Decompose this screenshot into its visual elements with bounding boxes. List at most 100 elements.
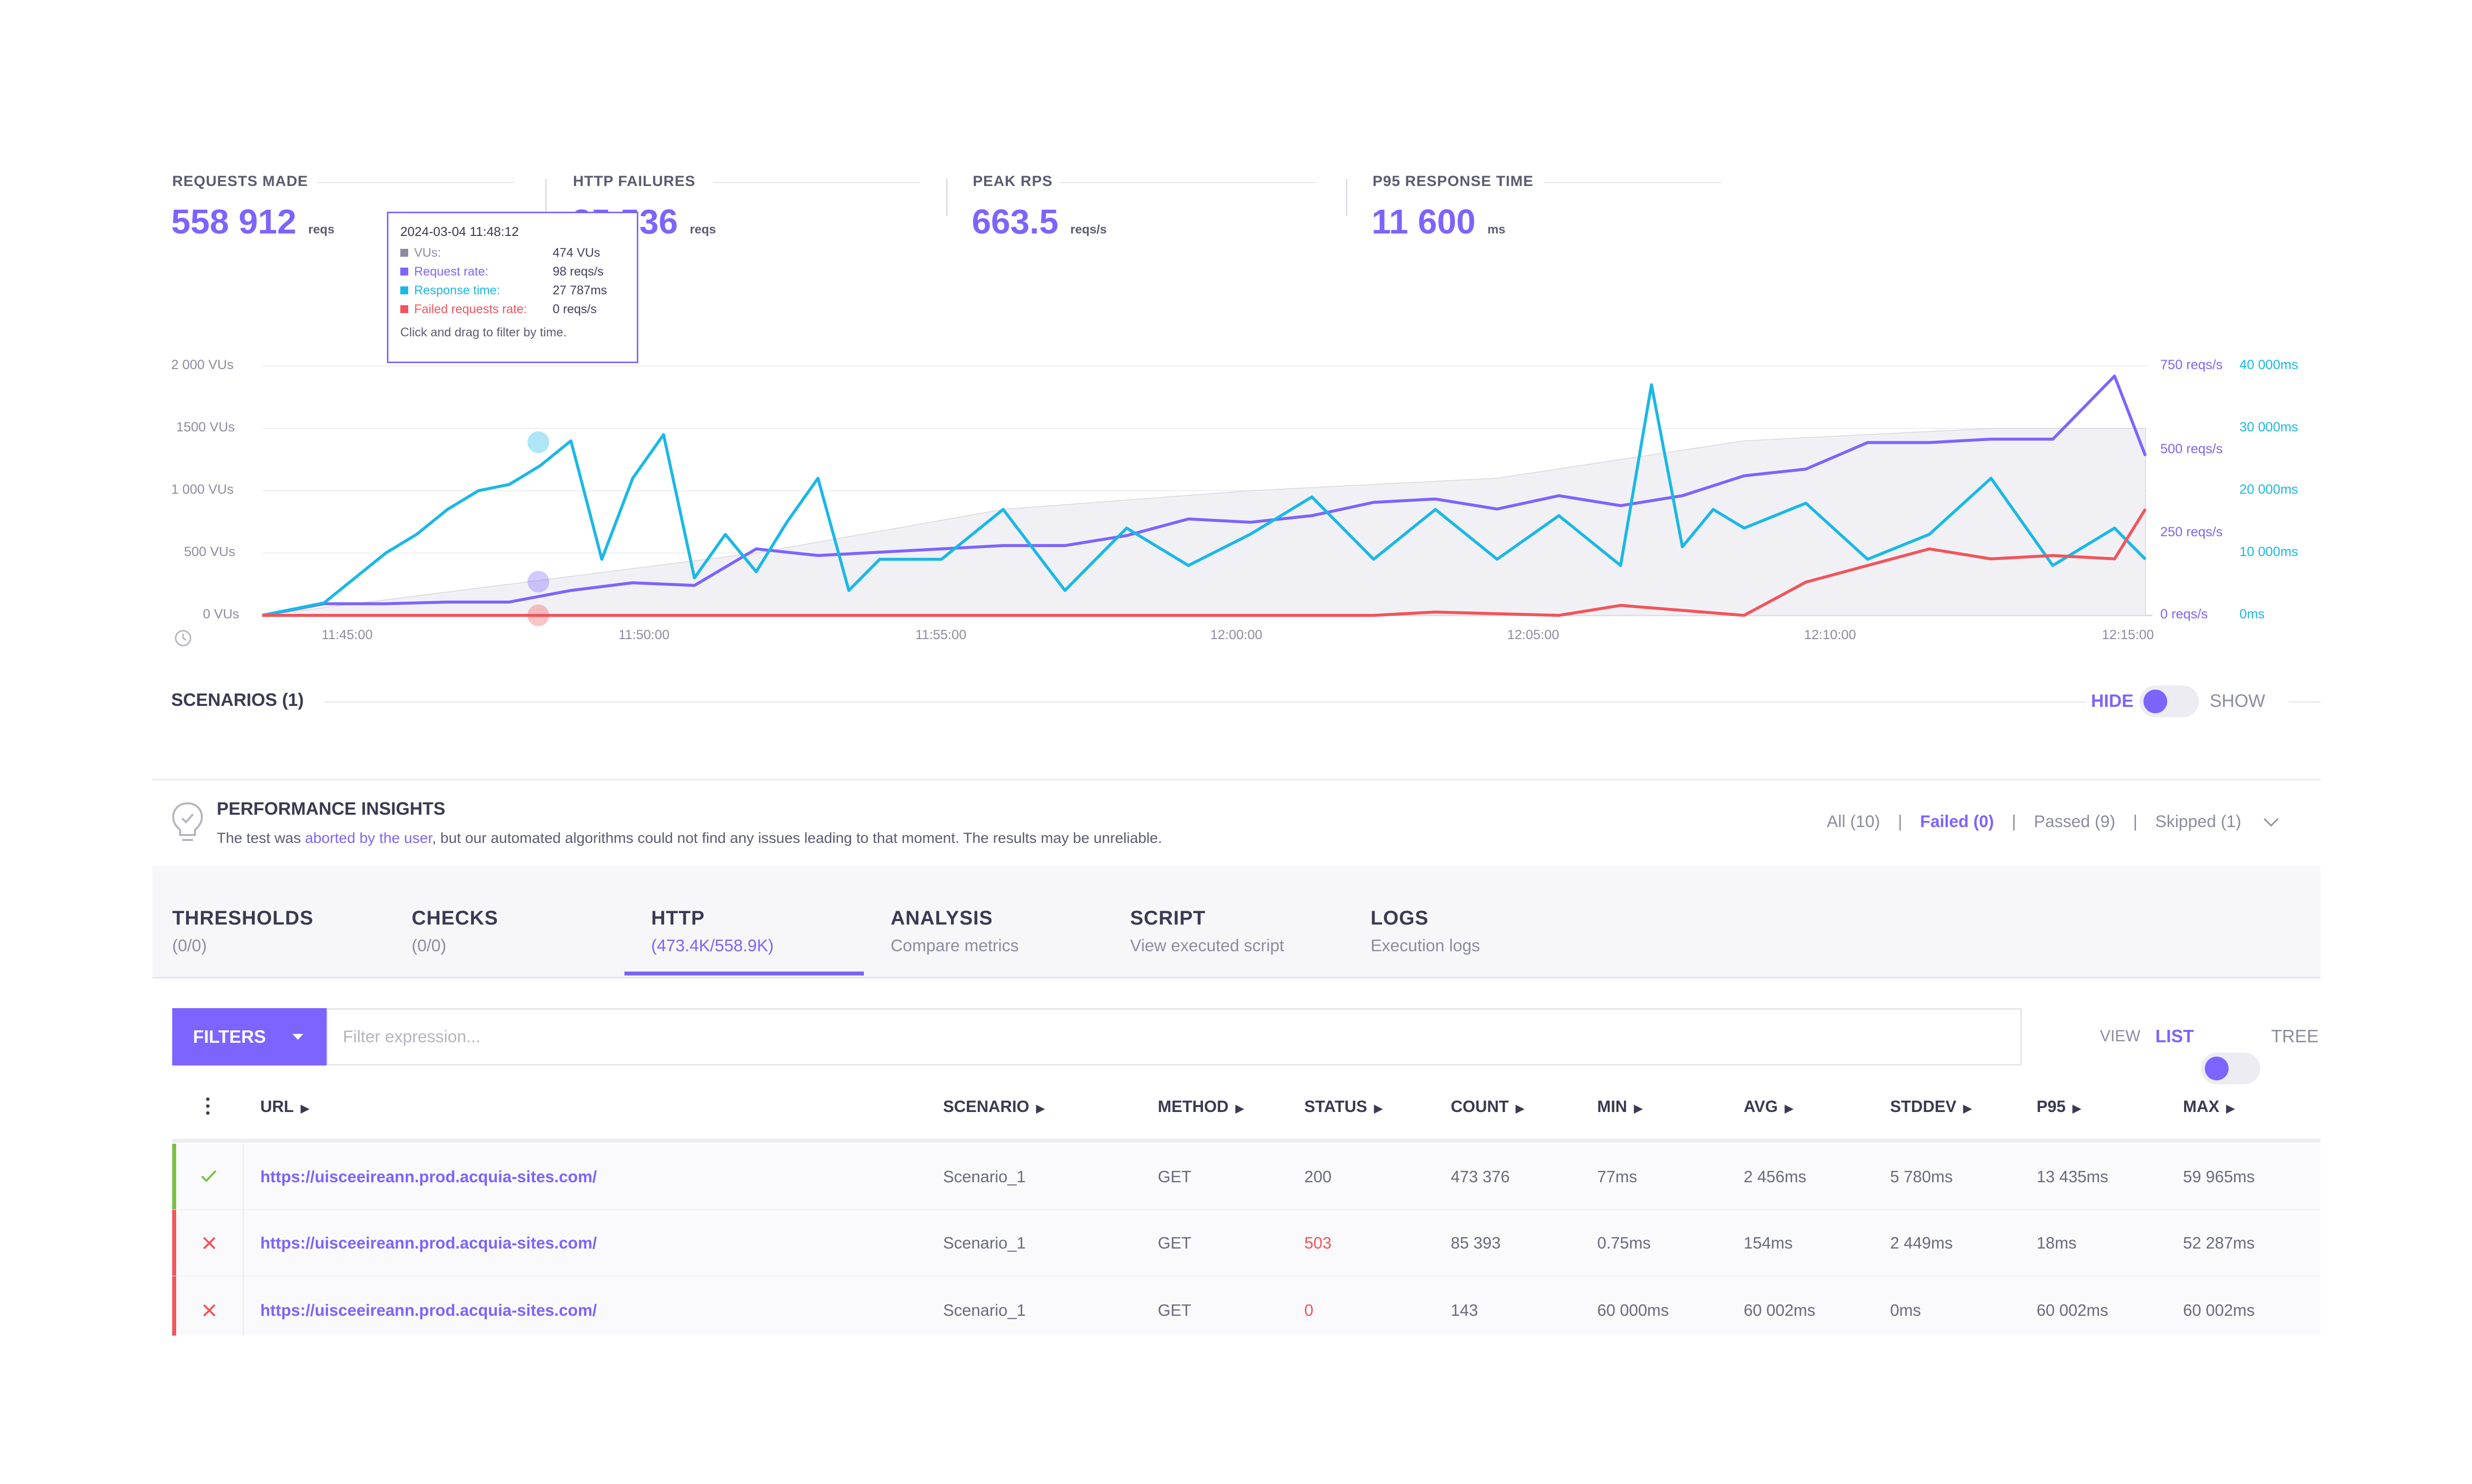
cell-stddev: 2 449ms — [1890, 1234, 1953, 1252]
aborted-link[interactable]: aborted by the user — [305, 830, 432, 846]
cell-p95: 18ms — [2037, 1234, 2077, 1252]
list-label[interactable]: LIST — [2155, 1026, 2194, 1046]
view-toggle[interactable] — [2201, 1053, 2260, 1084]
header-label: P95 — [2037, 1097, 2066, 1115]
cell-count: 143 — [1451, 1301, 1478, 1319]
series-line-request-rate — [262, 374, 2147, 617]
sort-icon: ▶ — [2226, 1102, 2235, 1114]
tab-subtitle: Execution logs — [1371, 936, 1480, 955]
header-label: METHOD — [1158, 1097, 1229, 1115]
cell-status: 503 — [1304, 1234, 1332, 1252]
toggle-knob — [2205, 1057, 2229, 1080]
cell-avg: 2 456ms — [1744, 1167, 1806, 1186]
column-header-url[interactable]: URL ▶ — [260, 1097, 309, 1116]
column-header-stddev[interactable]: STDDEV ▶ — [1890, 1097, 1972, 1116]
tab-subtitle: (0/0) — [412, 936, 446, 955]
hover-marker-rps — [527, 571, 549, 593]
url-link[interactable]: https://uisceeireann.prod.acquia-sites.c… — [260, 1234, 597, 1252]
url-link[interactable]: https://uisceeireann.prod.acquia-sites.c… — [260, 1167, 597, 1186]
tree-label[interactable]: TREE — [2271, 1026, 2319, 1046]
insights-text: , but our automated algorithms could not… — [432, 830, 1162, 846]
tooltip-value: 98 reqs/s — [553, 264, 604, 278]
y3-tick-label: 10 000ms — [2239, 544, 2298, 559]
x-tick-label: 11:50:00 — [618, 627, 670, 642]
filters-button[interactable]: FILTERS — [172, 1008, 327, 1066]
cell-max: 52 287ms — [2183, 1234, 2255, 1252]
y-tick-label: 2 000 VUs — [171, 357, 234, 372]
y2-tick-label: 750 reqs/s — [2160, 357, 2223, 372]
divider — [545, 179, 547, 216]
y-tick-label: 1 000 VUs — [171, 482, 234, 497]
column-header-min[interactable]: MIN ▶ — [1597, 1097, 1642, 1116]
header-label: MAX — [2183, 1097, 2220, 1115]
cell-stddev: 0ms — [1890, 1301, 1921, 1319]
cell-method: GET — [1158, 1234, 1191, 1252]
insights-message: The test was aborted by the user, but ou… — [217, 830, 1162, 847]
column-header-p95[interactable]: P95 ▶ — [2037, 1097, 2081, 1116]
tab-thresholds[interactable]: THRESHOLDS (0/0) — [172, 907, 314, 956]
legend-swatch — [400, 249, 408, 257]
tab-analysis[interactable]: ANALYSIS Compare metrics — [891, 907, 1019, 956]
cell-stddev: 5 780ms — [1890, 1167, 1953, 1186]
x-tick-label: 12:15:00 — [2102, 627, 2154, 642]
sort-icon: ▶ — [1036, 1102, 1045, 1114]
hide-label[interactable]: HIDE — [2091, 691, 2134, 711]
tab-title: CHECKS — [412, 907, 498, 929]
tooltip-key: VUs: — [414, 245, 441, 260]
x-tick-label: 12:05:00 — [1507, 627, 1560, 642]
caret-down-icon — [292, 1034, 304, 1040]
metric-label: P95 RESPONSE TIME — [1373, 173, 1534, 189]
tab-checks[interactable]: CHECKS (0/0) — [412, 907, 498, 956]
cell-scenario: Scenario_1 — [943, 1301, 1026, 1319]
cell-p95: 13 435ms — [2037, 1167, 2108, 1186]
x-tick-label: 12:00:00 — [1210, 627, 1263, 642]
column-header-avg[interactable]: AVG ▶ — [1744, 1097, 1793, 1116]
insights-filter-group: All (10) | Failed (0) | Passed (9) | Ski… — [1827, 812, 2281, 832]
y-tick-label: 1500 VUs — [176, 419, 235, 434]
series-line-response-time — [262, 383, 2147, 617]
y3-tick-label: 40 000ms — [2239, 357, 2298, 372]
url-link[interactable]: https://uisceeireann.prod.acquia-sites.c… — [260, 1301, 597, 1319]
divider — [2289, 701, 2321, 702]
header-label: STDDEV — [1890, 1097, 1956, 1115]
filter-skipped[interactable]: Skipped (1) — [2155, 812, 2241, 831]
header-label: STATUS — [1304, 1097, 1368, 1115]
sort-icon: ▶ — [1236, 1102, 1244, 1114]
status-bar-error — [172, 1276, 176, 1336]
view-label: VIEW — [2100, 1027, 2140, 1045]
time-series-chart[interactable] — [0, 0, 2472, 653]
filter-all[interactable]: All (10) — [1827, 812, 1880, 831]
series-line-failed-requests-rate — [262, 508, 2147, 617]
header-label: COUNT — [1451, 1097, 1509, 1115]
tab-script[interactable]: SCRIPT View executed script — [1130, 907, 1284, 956]
cell-scenario: Scenario_1 — [943, 1234, 1026, 1252]
chart-tooltip: 2024-03-04 11:48:12 VUs: 474 VUs Request… — [387, 212, 638, 363]
table-row[interactable]: https://uisceeireann.prod.acquia-sites.c… — [172, 1210, 2321, 1277]
sort-icon: ▶ — [1785, 1102, 1793, 1114]
table-row[interactable]: https://uisceeireann.prod.acquia-sites.c… — [172, 1276, 2321, 1336]
column-header-count[interactable]: COUNT ▶ — [1451, 1097, 1524, 1116]
chevron-down-icon[interactable] — [2261, 815, 2281, 830]
active-tab-indicator — [624, 972, 864, 975]
show-label[interactable]: SHOW — [2210, 691, 2265, 711]
table-row[interactable]: https://uisceeireann.prod.acquia-sites.c… — [172, 1144, 2321, 1211]
tab-http[interactable]: HTTP (473.4K/558.9K) — [651, 907, 774, 956]
tooltip-key: Request rate: — [414, 264, 489, 278]
tooltip-row-failed-rate: Failed requests rate: 0 reqs/s — [400, 300, 625, 319]
column-header-max[interactable]: MAX ▶ — [2183, 1097, 2234, 1116]
column-header-scenario[interactable]: SCENARIO ▶ — [943, 1097, 1045, 1116]
column-header-method[interactable]: METHOD ▶ — [1158, 1097, 1244, 1116]
cell-status: 0 — [1304, 1301, 1314, 1319]
more-vertical-icon[interactable] — [205, 1096, 211, 1116]
scenarios-toggle[interactable] — [2139, 686, 2199, 717]
filter-passed[interactable]: Passed (9) — [2034, 812, 2116, 831]
filter-expression-input[interactable]: Filter expression... — [327, 1008, 2022, 1066]
header-label: SCENARIO — [943, 1097, 1030, 1115]
column-header-status[interactable]: STATUS ▶ — [1304, 1097, 1382, 1116]
cell-avg: 154ms — [1744, 1234, 1793, 1252]
tab-logs[interactable]: LOGS Execution logs — [1371, 907, 1480, 956]
y3-tick-label: 0ms — [2239, 606, 2265, 621]
filter-failed[interactable]: Failed (0) — [1920, 812, 1994, 831]
sort-icon: ▶ — [1516, 1102, 1524, 1114]
legend-swatch — [400, 268, 408, 276]
